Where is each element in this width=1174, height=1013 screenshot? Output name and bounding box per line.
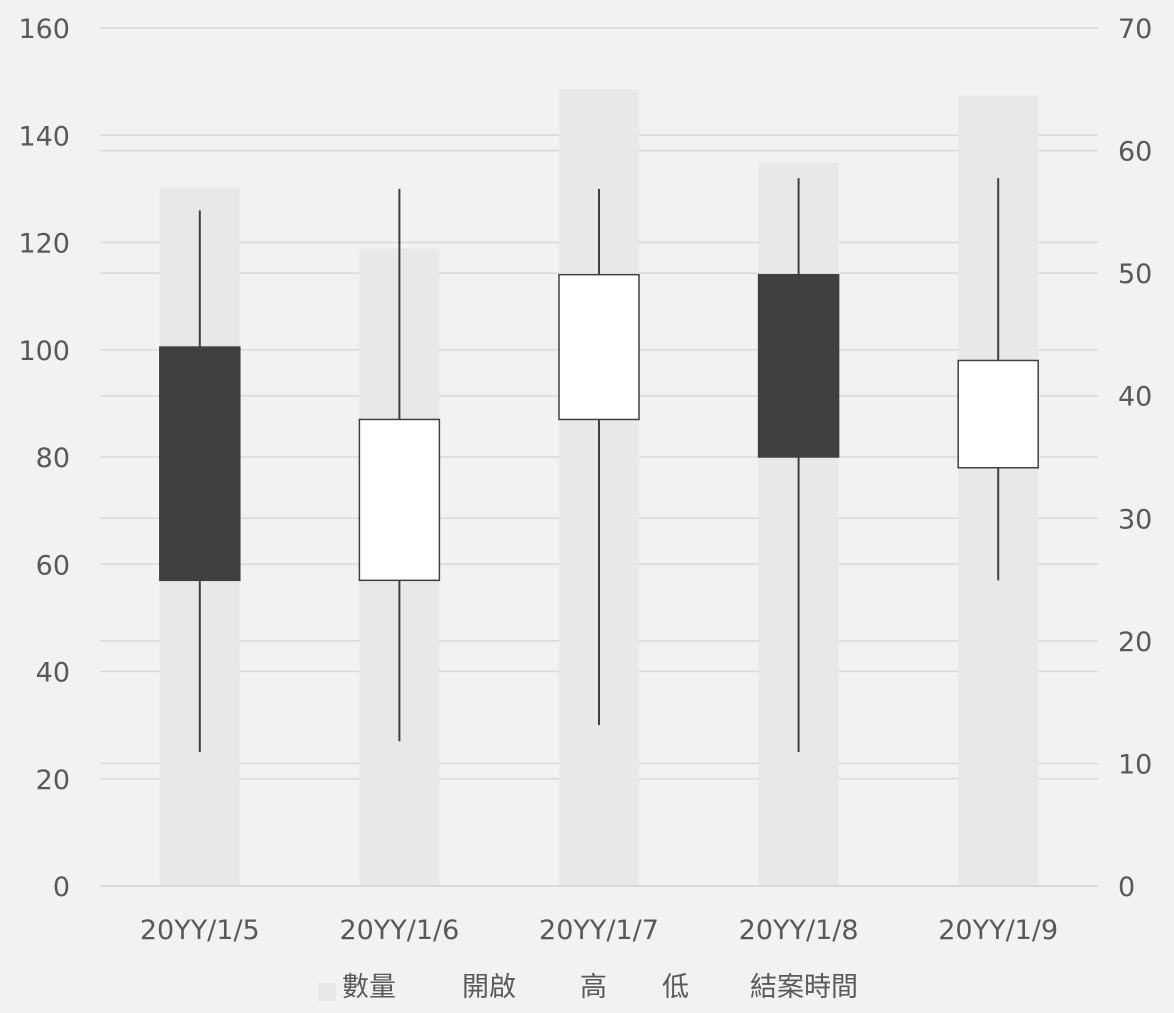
y-tick-label-secondary: 60: [1118, 137, 1152, 168]
legend-label: 高: [580, 972, 607, 1003]
y-tick-label-primary: 160: [18, 14, 70, 45]
y-tick-label-secondary: 20: [1118, 627, 1152, 658]
x-tick-label: 20YY/1/6: [339, 915, 459, 946]
y-tick-label-primary: 100: [18, 336, 70, 367]
y-tick-label-primary: 80: [36, 443, 70, 474]
y-axis-primary: 0 20 40 60 80 100 120 140 160: [18, 14, 70, 903]
y-tick-label-secondary: 10: [1118, 749, 1152, 780]
y-tick-label-primary: 20: [36, 765, 70, 796]
legend-label: 開啟: [462, 972, 516, 1003]
candle-body-down: [759, 275, 839, 457]
legend-swatch-volume: [318, 983, 336, 1001]
legend-label: 數量: [342, 972, 396, 1003]
y-axis-secondary: 0 10 20 30 40 50 60 70: [1118, 14, 1152, 903]
candle-body-down: [160, 347, 240, 580]
y-tick-label-primary: 140: [18, 121, 70, 152]
y-tick-label-primary: 60: [36, 550, 70, 581]
y-tick-label-secondary: 30: [1118, 504, 1152, 535]
x-tick-label: 20YY/1/8: [739, 915, 859, 946]
legend: 數量 開啟 高 低 結案時間: [318, 972, 858, 1003]
y-tick-label-primary: 0: [53, 872, 70, 903]
y-tick-label-primary: 120: [18, 229, 70, 260]
y-tick-label-secondary: 40: [1118, 382, 1152, 413]
legend-label: 結案時間: [750, 972, 858, 1003]
x-tick-label: 20YY/1/7: [539, 915, 659, 946]
y-tick-label-primary: 40: [36, 658, 70, 689]
candle-body-up: [559, 275, 639, 420]
candle-body-up: [958, 360, 1038, 467]
legend-label: 低: [662, 972, 689, 1003]
candle-layer: [160, 178, 1038, 752]
y-tick-label-secondary: 50: [1118, 259, 1152, 290]
candle-body-up: [359, 419, 439, 580]
x-axis: 20YY/1/5 20YY/1/6 20YY/1/7 20YY/1/8 20YY/1/9: [100, 886, 1098, 946]
x-tick-label: 20YY/1/5: [140, 915, 260, 946]
x-tick-label: 20YY/1/9: [938, 915, 1058, 946]
y-tick-label-secondary: 0: [1118, 872, 1135, 903]
y-tick-label-secondary: 70: [1118, 14, 1152, 45]
